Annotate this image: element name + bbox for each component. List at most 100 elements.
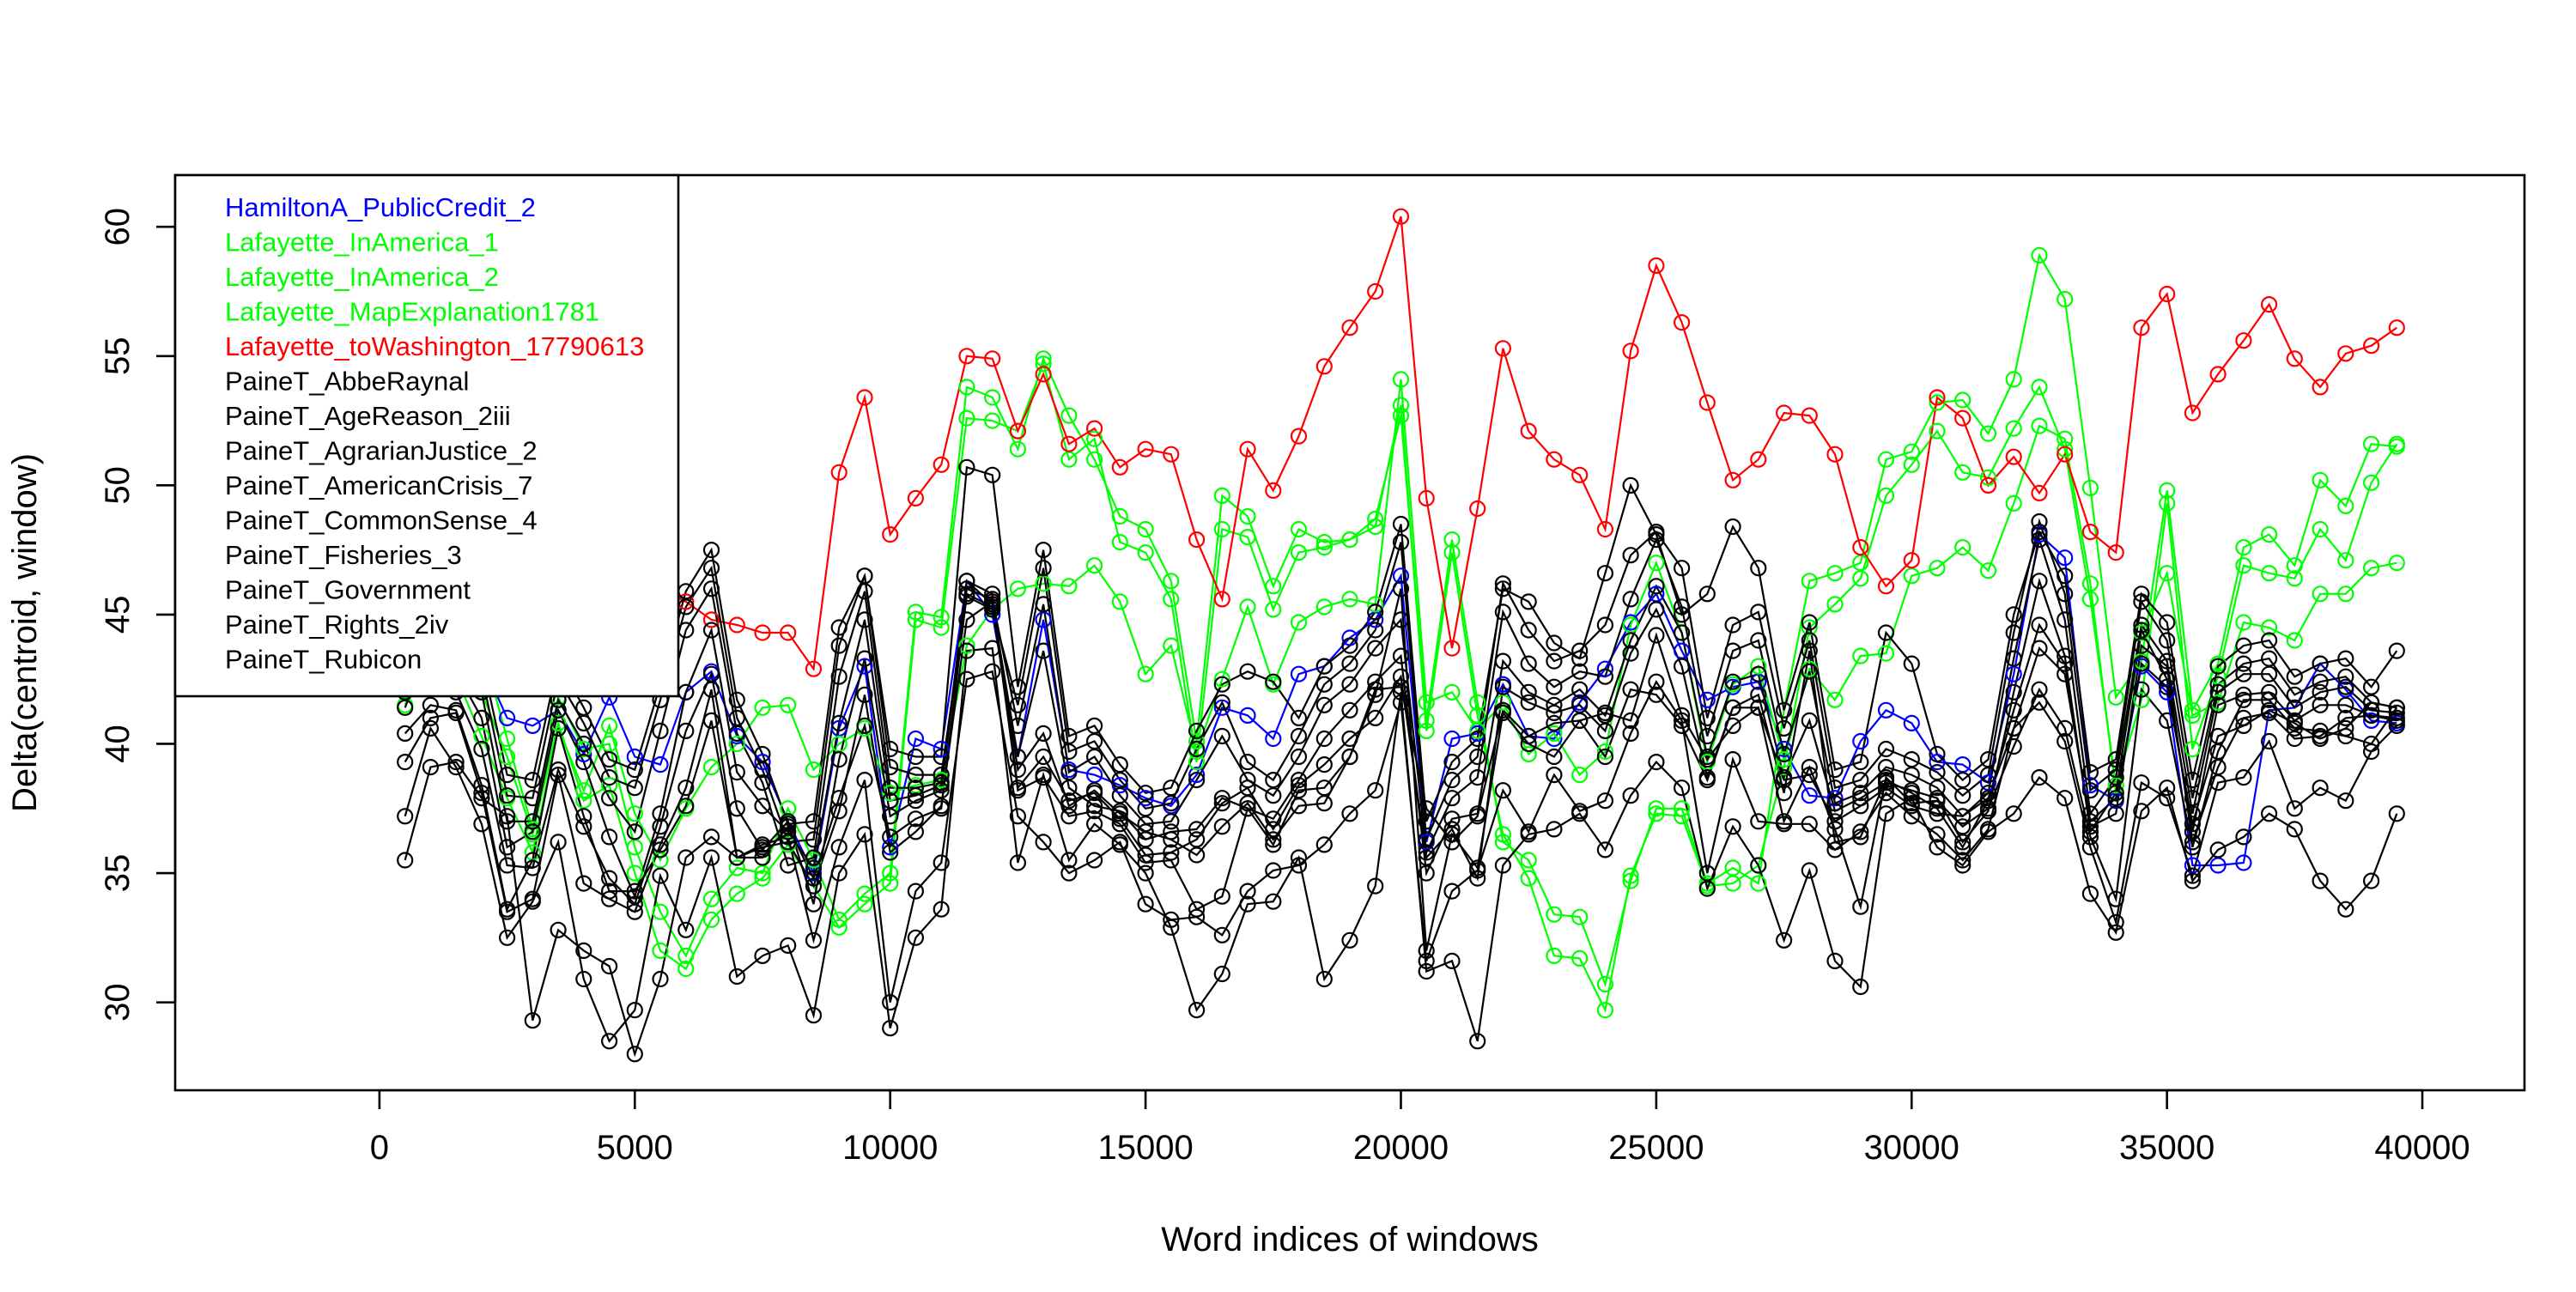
data-point bbox=[780, 823, 797, 840]
data-point bbox=[1290, 727, 1308, 745]
data-point bbox=[2081, 591, 2099, 608]
data-point bbox=[2337, 709, 2354, 727]
data-point bbox=[550, 834, 567, 851]
data-point bbox=[1418, 942, 1435, 960]
data-point bbox=[702, 911, 720, 928]
y-tick-label: 30 bbox=[99, 983, 137, 1022]
data-point bbox=[2107, 543, 2124, 561]
data-point bbox=[1648, 753, 1665, 771]
data-point bbox=[1213, 790, 1230, 807]
data-point bbox=[626, 864, 643, 882]
data-point bbox=[1979, 469, 1997, 486]
data-point bbox=[600, 828, 618, 846]
data-point bbox=[1776, 404, 1793, 422]
data-point bbox=[1060, 407, 1078, 424]
data-point bbox=[1596, 707, 1614, 725]
data-point bbox=[1060, 792, 1078, 810]
data-point bbox=[1418, 962, 1435, 980]
data-point bbox=[498, 766, 516, 784]
data-point bbox=[2235, 691, 2252, 708]
legend-entry: PaineT_AgrarianJustice_2 bbox=[225, 436, 538, 466]
data-point bbox=[1852, 823, 1869, 840]
data-point bbox=[1009, 580, 1027, 597]
data-point bbox=[677, 798, 695, 815]
data-point bbox=[1367, 604, 1384, 621]
x-tick-label: 5000 bbox=[597, 1129, 673, 1167]
data-point bbox=[2388, 555, 2405, 572]
data-point bbox=[2031, 484, 2048, 502]
data-point bbox=[1060, 435, 1078, 452]
data-point bbox=[1596, 660, 1614, 677]
y-tick-label: 35 bbox=[99, 854, 137, 892]
legend: HamiltonA_PublicCredit_2 Lafayette_InAmer… bbox=[173, 173, 680, 698]
data-point bbox=[1341, 637, 1358, 654]
data-point bbox=[1163, 831, 1180, 848]
data-point bbox=[2107, 750, 2124, 768]
data-point bbox=[2159, 712, 2176, 730]
data-point bbox=[754, 947, 771, 965]
data-point bbox=[830, 911, 848, 928]
data-point bbox=[1520, 655, 1537, 672]
data-point bbox=[1929, 790, 1946, 807]
data-point bbox=[1085, 451, 1103, 468]
data-point bbox=[2286, 557, 2303, 574]
data-point bbox=[2133, 655, 2150, 672]
data-point bbox=[1111, 787, 1128, 804]
data-point bbox=[2312, 585, 2329, 603]
data-point bbox=[1443, 771, 1461, 789]
data-point bbox=[728, 709, 745, 727]
data-point bbox=[2235, 686, 2252, 703]
data-point bbox=[1137, 785, 1154, 802]
data-point bbox=[805, 660, 823, 677]
data-point bbox=[1571, 712, 1589, 730]
data-point bbox=[1290, 857, 1308, 874]
x-tick-label: 30000 bbox=[1864, 1129, 1959, 1167]
data-point bbox=[1801, 663, 1818, 680]
data-point bbox=[1622, 725, 1639, 743]
data-point bbox=[1265, 730, 1282, 748]
data-point bbox=[2286, 699, 2303, 716]
data-point bbox=[2057, 647, 2074, 664]
data-point bbox=[958, 379, 975, 396]
data-point bbox=[1571, 466, 1589, 483]
data-point bbox=[1009, 696, 1027, 713]
data-point bbox=[2133, 616, 2150, 634]
data-point bbox=[1367, 510, 1384, 528]
data-point bbox=[626, 748, 643, 766]
data-point bbox=[1750, 857, 1767, 874]
data-point bbox=[1546, 766, 1563, 784]
data-point bbox=[1392, 208, 1410, 225]
data-point bbox=[397, 852, 414, 869]
data-point bbox=[575, 875, 592, 892]
data-point bbox=[1801, 787, 1818, 804]
data-point bbox=[2261, 632, 2278, 649]
data-point bbox=[2312, 655, 2329, 672]
data-point bbox=[1673, 808, 1691, 825]
data-point bbox=[1265, 673, 1282, 690]
data-point bbox=[1929, 839, 1946, 856]
data-point bbox=[1903, 443, 1920, 460]
data-point bbox=[830, 637, 848, 654]
data-point bbox=[1622, 867, 1639, 884]
data-point bbox=[473, 740, 490, 758]
data-point bbox=[984, 585, 1001, 603]
data-point bbox=[575, 740, 592, 758]
data-point bbox=[1188, 1001, 1206, 1019]
data-point bbox=[1622, 476, 1639, 494]
data-point bbox=[600, 1033, 618, 1050]
data-point bbox=[2286, 632, 2303, 649]
data-point bbox=[447, 701, 465, 719]
data-point bbox=[1776, 750, 1793, 768]
data-point bbox=[1571, 642, 1589, 659]
series-line-12 bbox=[404, 518, 2397, 844]
data-point bbox=[933, 609, 950, 626]
data-point bbox=[1418, 712, 1435, 730]
data-point bbox=[1494, 604, 1512, 621]
data-point bbox=[1801, 632, 1818, 649]
data-point bbox=[856, 650, 873, 667]
data-point bbox=[1571, 663, 1589, 680]
data-point bbox=[1392, 407, 1410, 424]
legend-entry: PaineT_AmericanCrisis_7 bbox=[225, 470, 532, 500]
data-point bbox=[1954, 834, 1971, 851]
data-point bbox=[677, 947, 695, 965]
